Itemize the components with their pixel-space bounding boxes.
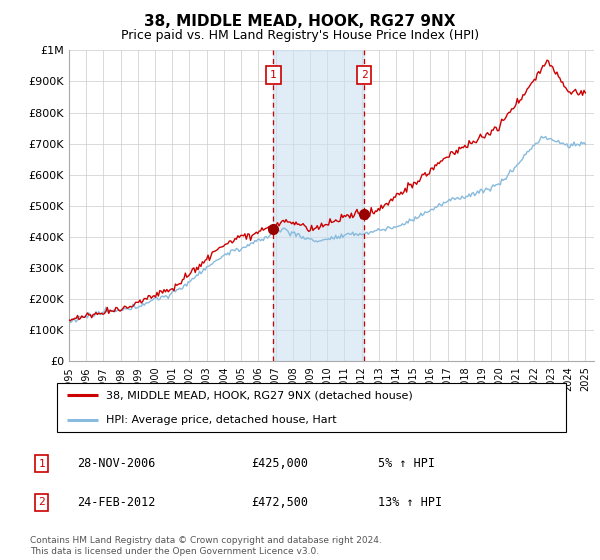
Text: 1: 1 (270, 70, 277, 80)
Text: 24-FEB-2012: 24-FEB-2012 (77, 496, 155, 509)
Text: 2: 2 (38, 497, 45, 507)
Text: £472,500: £472,500 (251, 496, 308, 509)
FancyBboxPatch shape (56, 383, 566, 432)
Text: HPI: Average price, detached house, Hart: HPI: Average price, detached house, Hart (106, 414, 336, 424)
Text: 2: 2 (361, 70, 367, 80)
Text: Contains HM Land Registry data © Crown copyright and database right 2024.
This d: Contains HM Land Registry data © Crown c… (30, 536, 382, 556)
Text: 13% ↑ HPI: 13% ↑ HPI (378, 496, 442, 509)
Text: 38, MIDDLE MEAD, HOOK, RG27 9NX (detached house): 38, MIDDLE MEAD, HOOK, RG27 9NX (detache… (106, 390, 412, 400)
Text: 28-NOV-2006: 28-NOV-2006 (77, 457, 155, 470)
Text: 1: 1 (38, 459, 45, 469)
Text: Price paid vs. HM Land Registry's House Price Index (HPI): Price paid vs. HM Land Registry's House … (121, 29, 479, 42)
Text: 5% ↑ HPI: 5% ↑ HPI (378, 457, 435, 470)
Bar (273, 50, 364, 361)
Text: 38, MIDDLE MEAD, HOOK, RG27 9NX: 38, MIDDLE MEAD, HOOK, RG27 9NX (144, 14, 456, 29)
Text: £425,000: £425,000 (251, 457, 308, 470)
